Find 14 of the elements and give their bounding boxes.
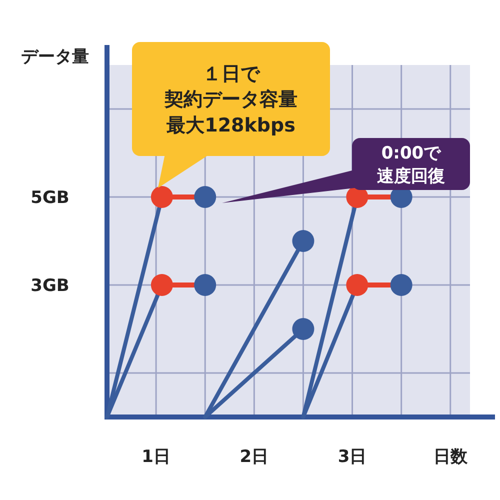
y-tick-label: 5GB: [30, 188, 70, 208]
annotation: 契約データ容量: [164, 88, 298, 111]
y-axis-title: データ量: [21, 47, 89, 67]
y-tick-label: 3GB: [30, 276, 70, 296]
annotation: 速度回復: [377, 166, 445, 186]
x-tick-label: 1日: [142, 447, 170, 467]
callout: １日で 契約データ容量 最大128kbps: [132, 42, 330, 188]
annotation: 最大128kbps: [166, 114, 296, 136]
x-tick-label: 3日: [338, 447, 367, 467]
x-tick-label: 2日: [240, 447, 269, 467]
annotation: １日で: [202, 63, 260, 85]
x-axis-title: 日数: [433, 447, 468, 467]
callout: 0:00で 速度回復: [222, 138, 470, 203]
annotation: 0:00で: [381, 143, 442, 164]
